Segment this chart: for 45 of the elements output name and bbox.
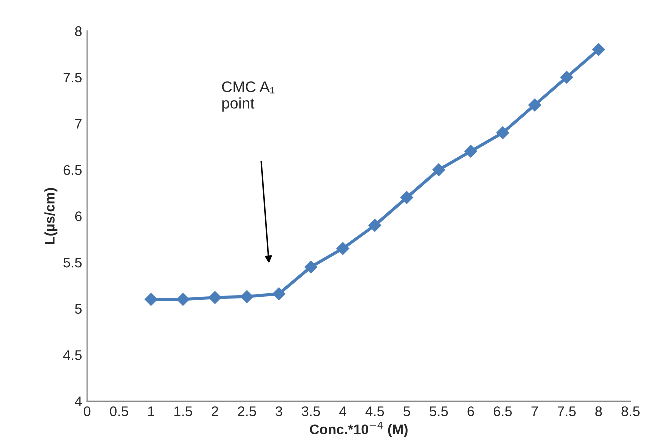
- x-tick-label: 1: [148, 406, 154, 416]
- y-tick-label: 7: [75, 119, 82, 129]
- y-tick-label: 7.5: [64, 72, 82, 83]
- point: [464, 145, 478, 158]
- x-tick-label: 3.5: [302, 406, 320, 416]
- point: [336, 242, 350, 256]
- y-tick-label: 4: [75, 396, 82, 406]
- x-tick-label: 5: [404, 406, 410, 416]
- x-tick-label: 6.5: [494, 406, 512, 416]
- point: [400, 191, 414, 204]
- point: [432, 164, 446, 176]
- y-tick-label: 6: [75, 212, 82, 222]
- point: [240, 290, 254, 304]
- y-axis-title: L(µs/cm): [44, 188, 58, 244]
- y-tick-label: 5.5: [64, 258, 82, 268]
- point: [208, 291, 222, 304]
- point: [144, 293, 158, 306]
- annotation: CMC A₁ point: [222, 82, 275, 112]
- x-tick-label: 0: [84, 406, 91, 416]
- y-tick-label: 5: [75, 304, 82, 314]
- x-tick-label: 8: [596, 406, 602, 416]
- x-tick-label: 8.5: [622, 406, 640, 416]
- x-tick-label: 2: [212, 406, 218, 416]
- point: [592, 43, 606, 56]
- x-tick-label: 7: [532, 406, 538, 416]
- y-tick-label: 8: [75, 26, 82, 36]
- point: [496, 126, 510, 140]
- x-tick-label: 4: [340, 406, 347, 416]
- point: [272, 288, 286, 300]
- x-tick-label: 1.5: [174, 406, 192, 416]
- y-tick-label: 6.5: [64, 165, 82, 176]
- x-tick-label: 2.5: [238, 406, 256, 416]
- y-tick-label: 4.5: [63, 350, 82, 360]
- x-tick-label: 0.5: [110, 406, 128, 416]
- x-tick-label: 3: [276, 406, 282, 416]
- x-axis-title: Conc.*10$^{−4}$ (M): [310, 422, 408, 438]
- x-tick-label: 6: [468, 406, 474, 416]
- point: [176, 293, 190, 306]
- point: [368, 219, 382, 232]
- point: [304, 260, 318, 274]
- point: [528, 98, 542, 112]
- point: [560, 71, 574, 84]
- x-tick-label: 5.5: [430, 406, 448, 416]
- x-tick-label: 7.5: [558, 406, 576, 416]
- x-tick-label: 4.5: [366, 406, 384, 416]
